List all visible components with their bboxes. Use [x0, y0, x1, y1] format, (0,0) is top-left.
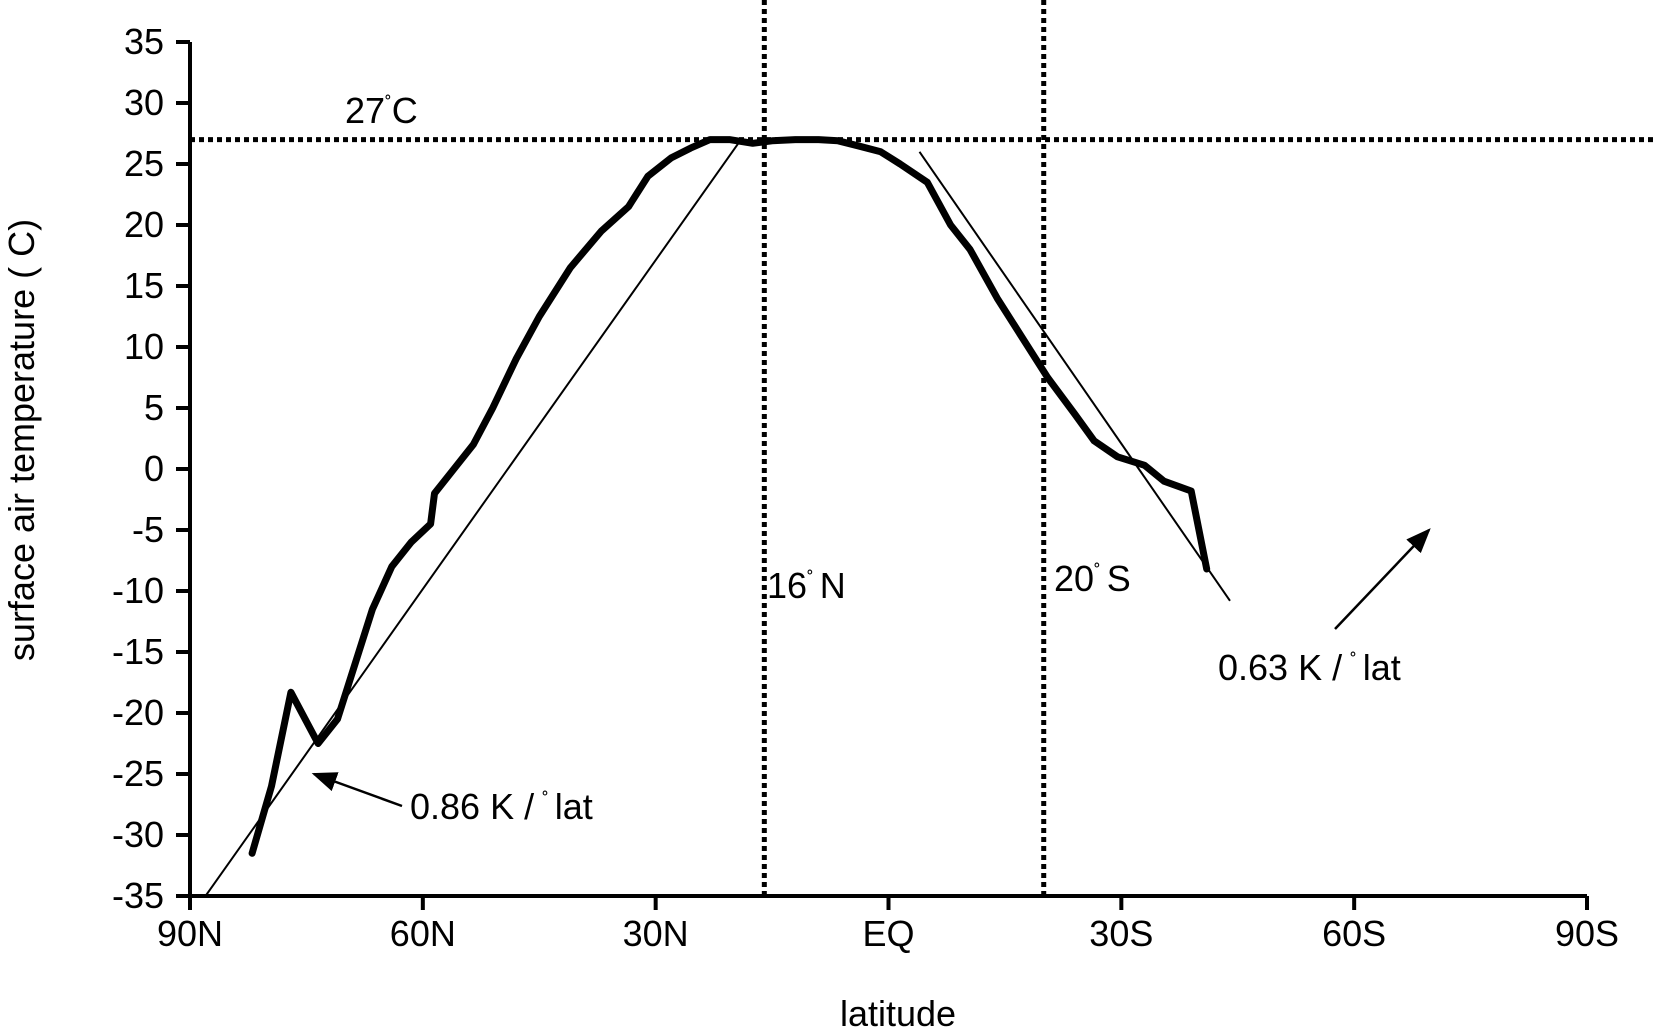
x-tick-label: 60S	[1322, 913, 1386, 954]
linear-fit-lines	[204, 139, 1231, 897]
x-tick-label: 30S	[1089, 913, 1153, 954]
y-tick-label: -35	[112, 875, 164, 916]
fit-line	[204, 139, 742, 897]
x-axis-title: latitude	[840, 993, 956, 1031]
y-tick-label: 35	[124, 21, 164, 62]
annotation-27c: 27˚C	[345, 90, 418, 131]
y-tick-label: -15	[112, 631, 164, 672]
y-tick-label: 15	[124, 265, 164, 306]
reference-lines	[190, 0, 1655, 896]
temperature-series	[248, 136, 1211, 857]
y-tick-label: 25	[124, 143, 164, 184]
y-axis-title: surface air temperature ( C)	[1, 219, 42, 661]
x-tick-label: 90N	[157, 913, 223, 954]
y-tick-label: 30	[124, 82, 164, 123]
x-axis-ticks: 90N 60N 30N EQ 30S 60S 90S	[157, 896, 1619, 954]
y-tick-label: 0	[144, 448, 164, 489]
y-tick-label: 10	[124, 326, 164, 367]
temperature-line	[248, 136, 1211, 857]
y-tick-label: -30	[112, 814, 164, 855]
y-tick-label: -25	[112, 753, 164, 794]
arrows	[311, 528, 1431, 808]
y-tick-label: -5	[132, 509, 164, 550]
x-tick-label: 30N	[623, 913, 689, 954]
x-tick-label: EQ	[862, 913, 914, 954]
y-tick-label: 5	[144, 387, 164, 428]
arrow-south-fit	[1334, 528, 1431, 630]
y-axis-ticks: 35 30 25 20 15 10 5 0 -5 -10 -15 -20 -25 -30 -35	[112, 21, 190, 916]
annotation-south-slope: 0.63 K / ˚ lat	[1218, 647, 1401, 688]
annotation-16n: 16˚ N	[767, 565, 846, 606]
annotation-20s: 20˚ S	[1054, 558, 1131, 599]
y-tick-label: -10	[112, 570, 164, 611]
fit-line	[918, 151, 1231, 602]
annotation-north-slope: 0.86 K / ˚ lat	[410, 786, 593, 827]
x-tick-label: 90S	[1555, 913, 1619, 954]
arrow-north-fit	[311, 772, 403, 808]
x-tick-label: 60N	[390, 913, 456, 954]
y-tick-label: 20	[124, 204, 164, 245]
y-tick-label: -20	[112, 692, 164, 733]
